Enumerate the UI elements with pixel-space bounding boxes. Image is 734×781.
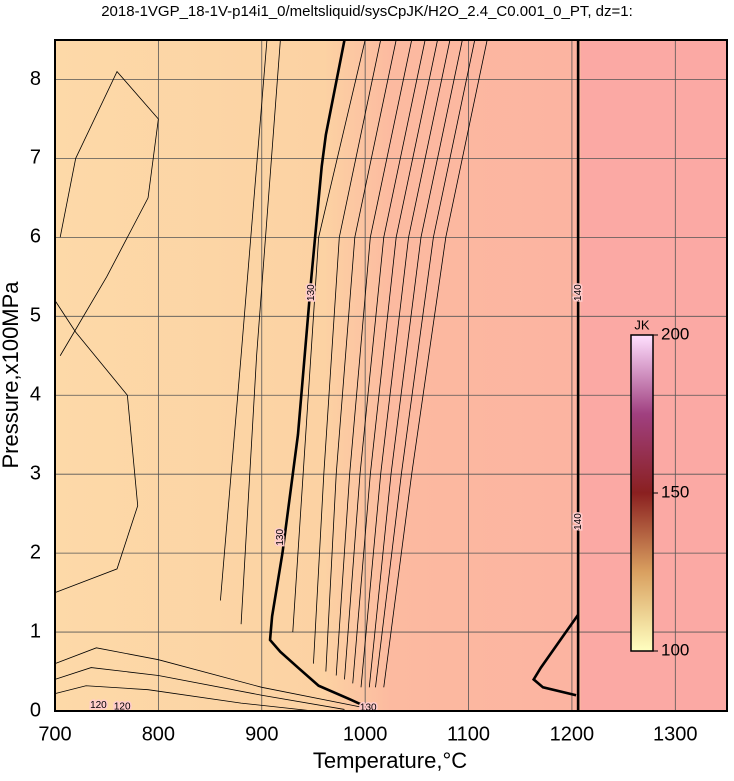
colorbar-label: JK xyxy=(634,317,650,332)
y-tick-label: 2 xyxy=(30,541,41,563)
y-tick-label: 1 xyxy=(30,620,41,642)
contour-line xyxy=(531,613,580,697)
y-tick-label: 3 xyxy=(30,462,41,484)
contour-line xyxy=(335,39,413,676)
field-region xyxy=(581,40,727,711)
x-tick-label: 700 xyxy=(38,723,71,745)
y-tick-label: 5 xyxy=(30,305,41,327)
contour-line xyxy=(313,39,382,664)
contour-line xyxy=(220,39,268,601)
contour-line xyxy=(325,39,397,672)
colorbar-tick-label: 200 xyxy=(661,324,689,343)
contour-line xyxy=(268,39,377,713)
x-tick-label: 1100 xyxy=(447,723,490,745)
colorbar-tick-label: 100 xyxy=(661,640,689,659)
chart-title: 2018-1VGP_18-1V-p14i1_0/meltsliquid/sysC… xyxy=(101,3,633,20)
contour-label: 120 xyxy=(90,700,107,711)
contour-line xyxy=(54,667,345,710)
y-tick-label: 0 xyxy=(30,699,41,721)
colorbar-tick-label: 150 xyxy=(661,482,689,501)
contour-line xyxy=(344,39,426,680)
contour-label: 140 xyxy=(573,513,584,530)
contour-line xyxy=(383,39,488,688)
x-tick-label: 1200 xyxy=(550,723,595,745)
contour-label: 130 xyxy=(275,529,286,546)
plot-frame xyxy=(54,39,728,712)
contour-line xyxy=(54,647,366,709)
y-tick-label: 4 xyxy=(30,384,41,406)
x-tick-label: 900 xyxy=(245,723,278,745)
contour-line xyxy=(368,39,463,688)
x-tick-label: 1300 xyxy=(653,723,698,745)
contour-label: 130 xyxy=(306,284,317,301)
contour-line xyxy=(352,39,438,684)
x-axis-label: Temperature,°C xyxy=(313,748,467,773)
contour-line xyxy=(59,70,159,356)
contour-label: 140 xyxy=(573,284,584,301)
contour-line xyxy=(292,39,366,633)
x-tick-label: 800 xyxy=(142,723,175,745)
y-tick-label: 6 xyxy=(30,226,41,248)
contour-line xyxy=(240,39,281,625)
colorbar xyxy=(630,334,654,652)
contour-line xyxy=(54,300,139,593)
y-tick-label: 7 xyxy=(30,147,41,169)
y-tick-label: 8 xyxy=(30,68,41,90)
contour-line xyxy=(54,685,314,712)
x-tick-label: 1000 xyxy=(343,723,388,745)
y-axis-label: Pressure,x100MPa xyxy=(0,281,23,469)
contour-line xyxy=(360,39,451,688)
contour-line xyxy=(375,39,476,688)
